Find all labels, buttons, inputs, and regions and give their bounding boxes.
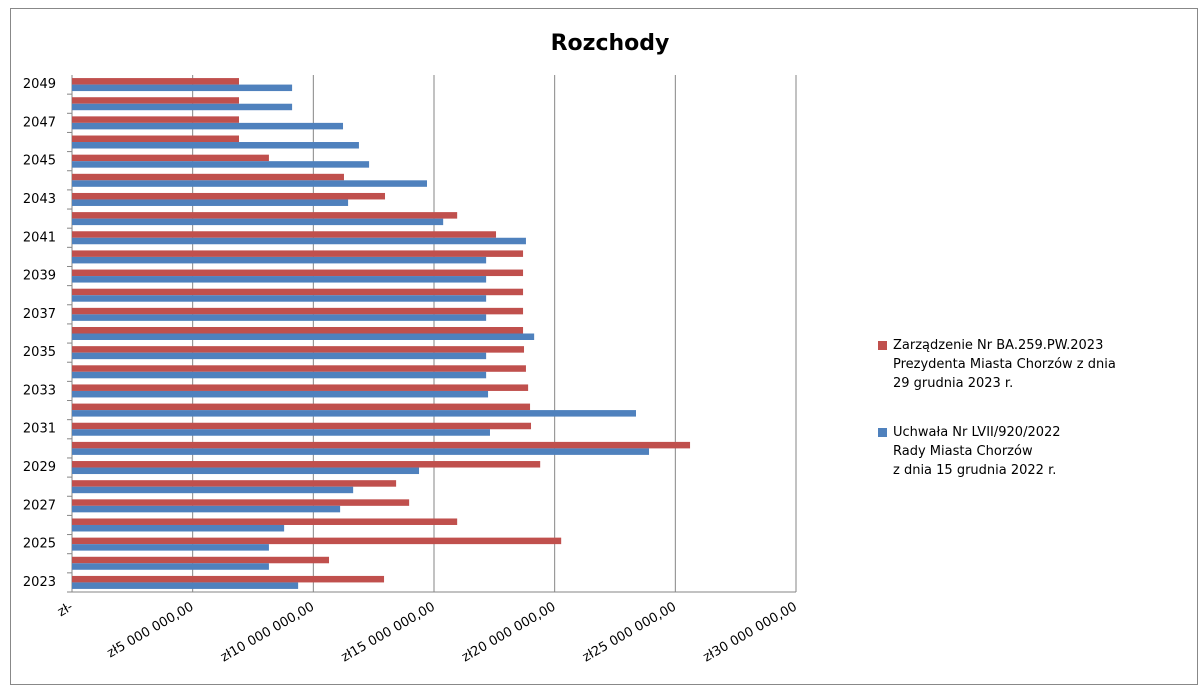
bar — [72, 116, 240, 123]
bar — [72, 575, 385, 583]
y-tick-label: 2043 — [23, 192, 56, 207]
y-tick-label: 2027 — [23, 498, 56, 513]
bar — [72, 461, 541, 468]
bar — [72, 212, 458, 219]
bar — [72, 199, 349, 206]
bar — [72, 122, 344, 130]
bar — [72, 307, 524, 315]
bar — [72, 295, 487, 302]
y-tick-label: 2025 — [23, 537, 56, 552]
bar — [72, 403, 531, 411]
legend-label: Uchwała Nr LVII/920/2022 Rady Miasta Cho… — [893, 425, 1061, 478]
y-tick-label: 2045 — [23, 154, 56, 169]
x-tick-label: zł10 000 000,00 — [218, 600, 317, 666]
bar — [72, 218, 444, 226]
bar — [72, 390, 489, 398]
y-tick-label: 2039 — [23, 269, 56, 284]
bar — [72, 256, 487, 264]
y-tick-label: 2041 — [23, 230, 56, 245]
legend-swatch — [878, 428, 887, 437]
bar — [72, 84, 293, 92]
bar — [72, 346, 525, 353]
bar — [72, 352, 487, 360]
bar — [72, 582, 299, 589]
bar — [72, 480, 397, 487]
bar — [72, 384, 529, 391]
legend-label: Zarządzenie Nr BA.259.PW.2023 Prezydenta… — [893, 338, 1116, 391]
bar — [72, 192, 386, 200]
y-tick-label: 2023 — [23, 575, 56, 590]
bar — [72, 237, 526, 245]
bar — [72, 314, 487, 321]
bar — [72, 537, 562, 545]
bar — [72, 333, 535, 340]
bar — [72, 161, 370, 168]
bar — [72, 103, 293, 111]
bar — [72, 142, 359, 149]
y-tick-label: 2049 — [23, 77, 56, 92]
y-tick-label: 2035 — [23, 345, 56, 360]
legend-item: Zarządzenie Nr BA.259.PW.2023 Prezydenta… — [878, 336, 1178, 393]
x-tick-label: zł20 000 000,00 — [459, 600, 558, 666]
bar — [72, 410, 636, 417]
bar — [72, 173, 344, 181]
bar — [72, 448, 650, 455]
x-tick-label: zł5 000 000,00 — [105, 600, 197, 662]
bar — [72, 135, 240, 143]
bar — [72, 276, 487, 283]
bar — [72, 422, 532, 430]
bar — [72, 499, 410, 506]
bar — [72, 288, 524, 296]
bar — [72, 78, 240, 85]
legend-item: Uchwała Nr LVII/920/2022 Rady Miasta Cho… — [878, 423, 1178, 480]
bar — [72, 524, 285, 532]
y-tick-label: 2037 — [23, 307, 56, 322]
bar — [72, 231, 497, 238]
bar — [72, 269, 524, 277]
y-tick-label: 2047 — [23, 115, 56, 130]
bar — [72, 250, 524, 257]
bar — [72, 180, 428, 187]
bar — [72, 441, 691, 449]
legend-swatch — [878, 341, 887, 350]
x-tick-label: zł- — [55, 599, 76, 620]
bar — [72, 371, 487, 379]
y-tick-label: 2029 — [23, 460, 56, 475]
bar — [72, 563, 269, 570]
bar — [72, 518, 458, 525]
bar — [72, 154, 269, 162]
x-tick-label: zł15 000 000,00 — [339, 600, 438, 666]
bar — [72, 97, 240, 104]
bar — [72, 486, 354, 494]
bar — [72, 467, 420, 475]
x-tick-label: zł25 000 000,00 — [580, 600, 679, 666]
y-tick-label: 2031 — [23, 422, 56, 437]
bar — [72, 365, 526, 372]
bar — [72, 544, 269, 551]
y-tick-label: 2033 — [23, 383, 56, 398]
chart-title: Rozchody — [551, 31, 670, 56]
bar — [72, 556, 330, 564]
bar — [72, 327, 524, 334]
bar — [72, 505, 341, 513]
bar — [72, 429, 490, 436]
x-tick-label: zł30 000 000,00 — [701, 600, 800, 666]
